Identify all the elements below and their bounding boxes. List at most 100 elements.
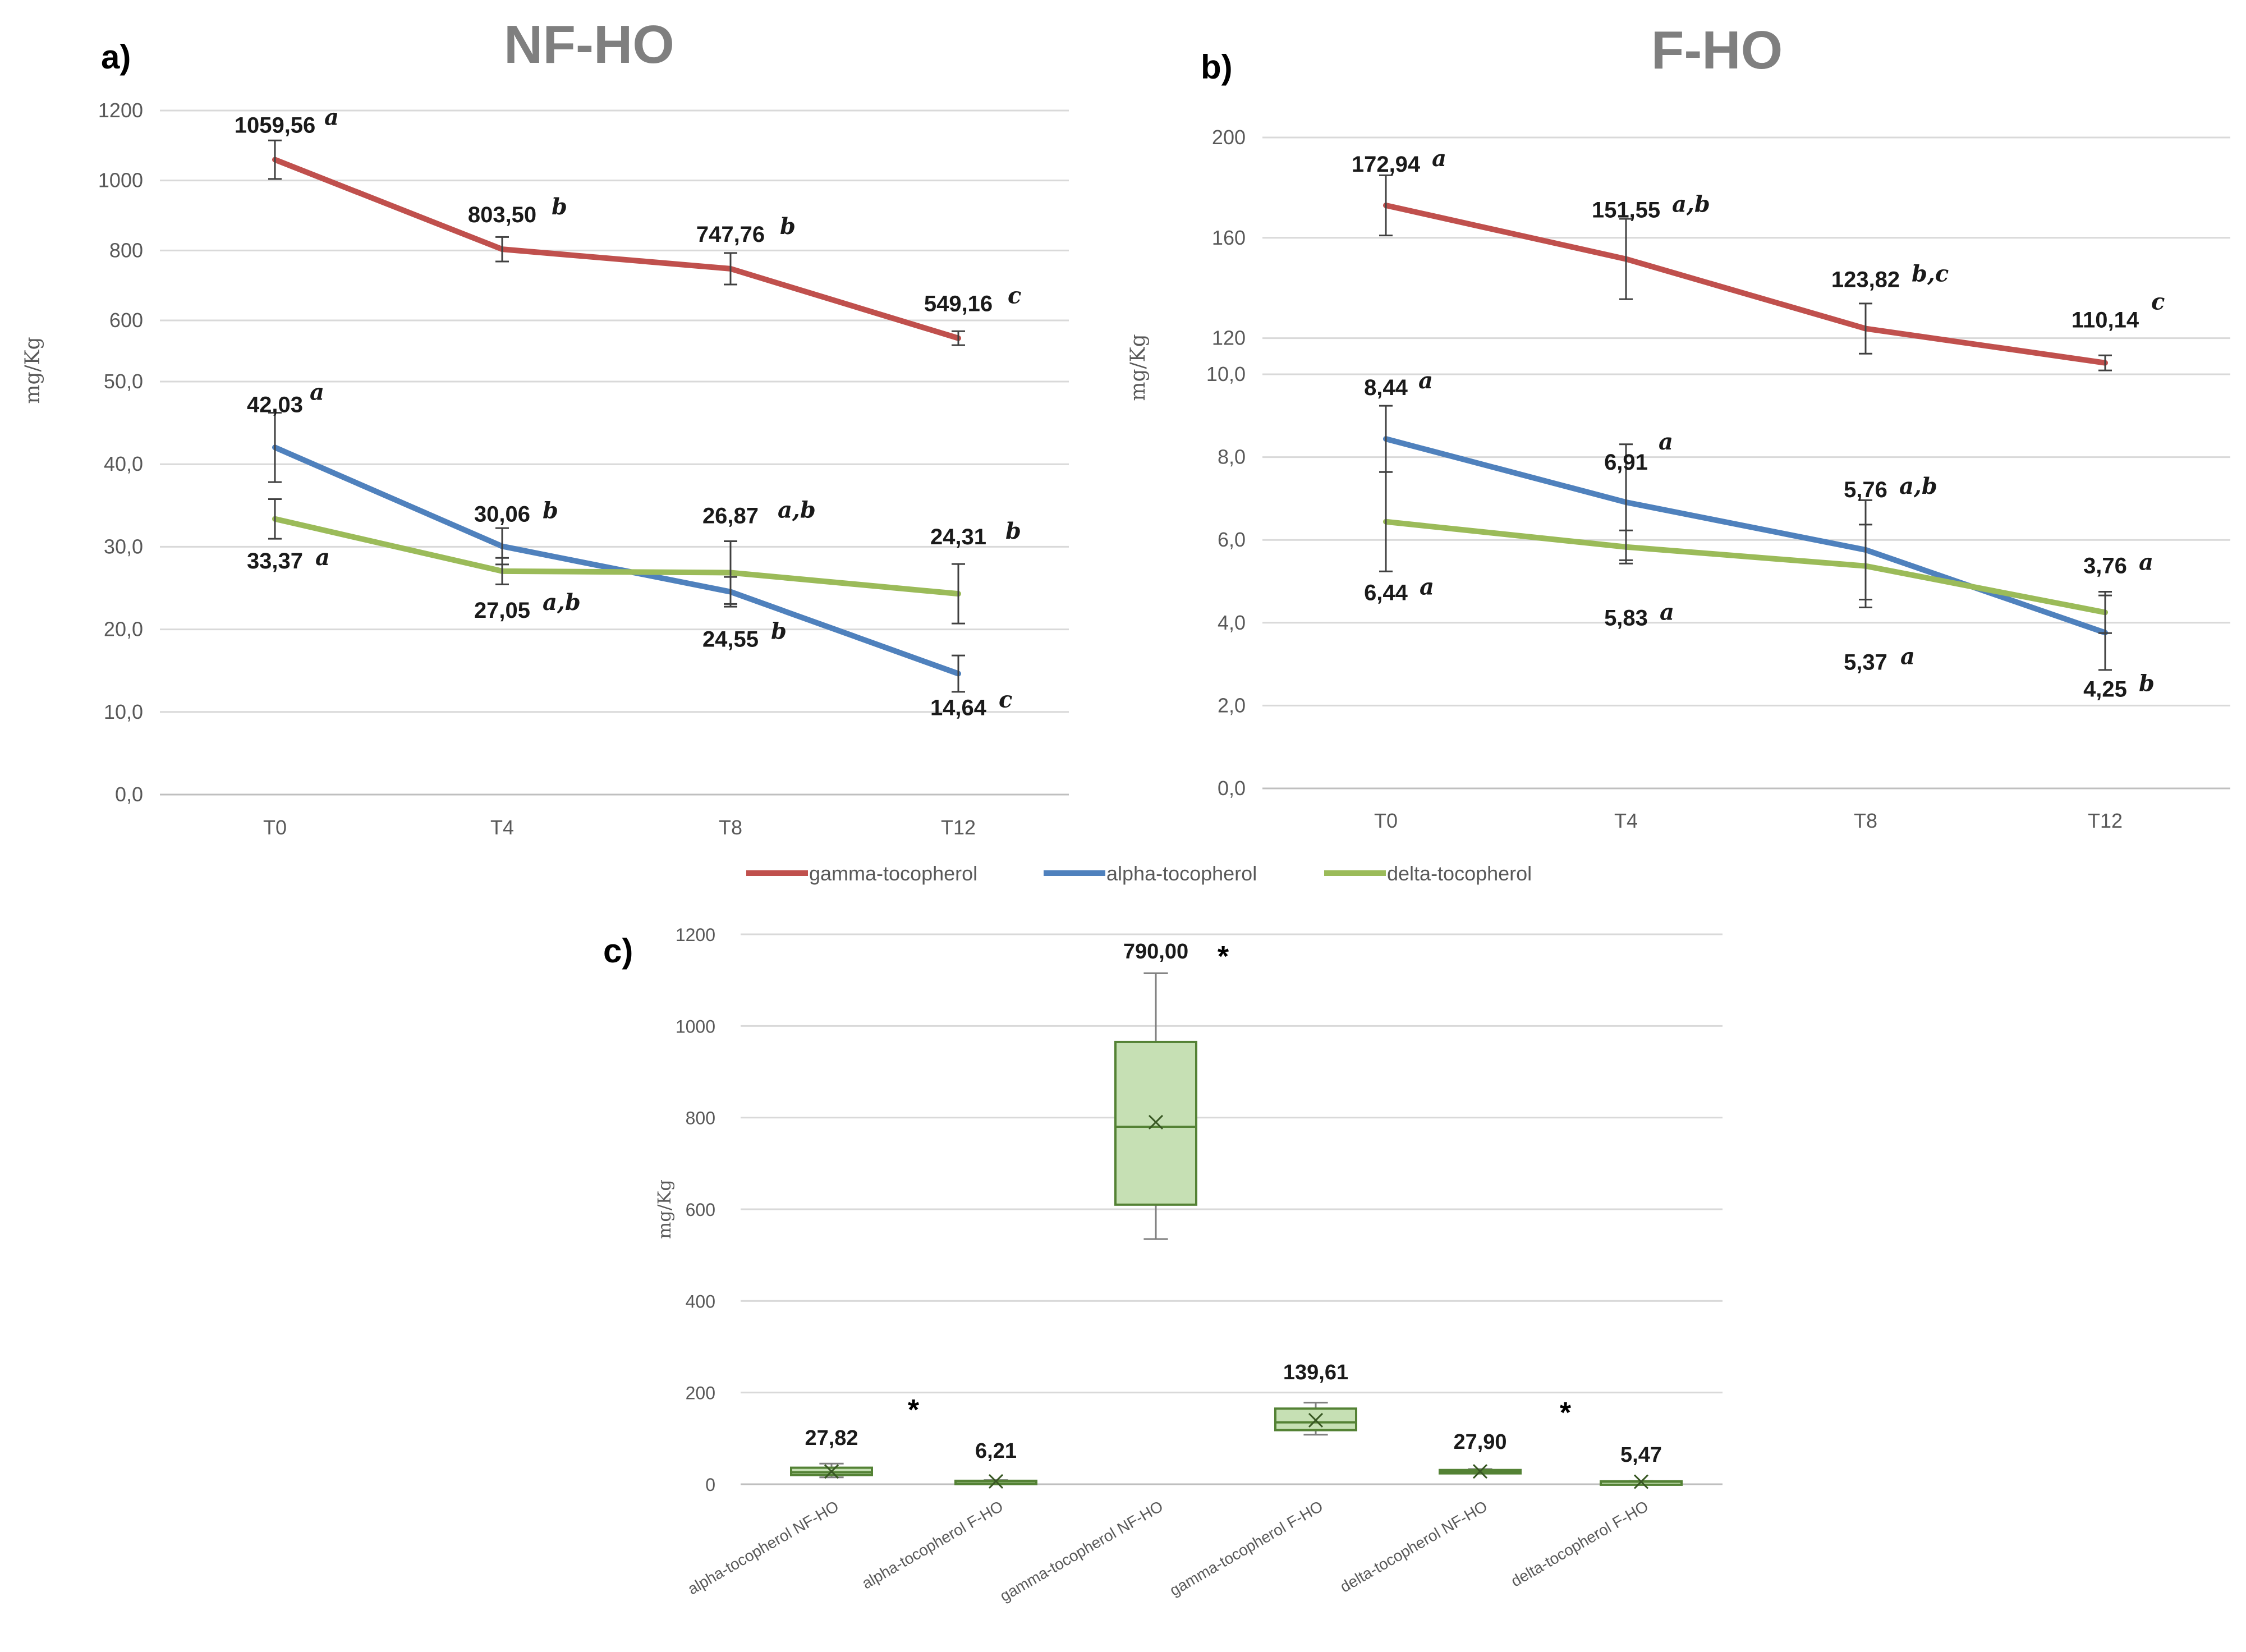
error-bar xyxy=(495,236,509,263)
lower-y-tick-label: 10,0 xyxy=(1206,362,1246,386)
box-value-label: 27,82 xyxy=(805,1426,858,1450)
legend-item-delta: delta-tocopherol xyxy=(1324,862,1532,885)
legend-label-gamma: gamma-tocopherol xyxy=(809,862,977,885)
lower-y-tick-label: 20,0 xyxy=(104,618,143,641)
panel-a-nf-ho: a) NF-HO mg/Kg 600 800 1000 1200 0,0 10,0 20,0… xyxy=(21,15,1069,839)
significance-letter: a xyxy=(310,379,324,405)
upper-y-tick-label: 1200 xyxy=(98,99,143,122)
upper-y-tick-label: 160 xyxy=(1212,226,1246,249)
significance-letter: b xyxy=(780,213,796,240)
error-bar xyxy=(2098,590,2112,634)
significance-letter: b xyxy=(552,194,567,220)
series-line-delta-tocopherol xyxy=(1383,518,2108,616)
significance-letter: c xyxy=(999,686,1012,713)
significance-letter: b xyxy=(1005,518,1021,544)
data-label: 110,14 xyxy=(2072,308,2139,333)
x-tick-label: T8 xyxy=(1854,809,1877,832)
panel-c-y-axis-label: mg/Kg xyxy=(654,1180,675,1239)
x-tick-label: gamma-tocopherol NF-HO xyxy=(997,1497,1166,1605)
significance-letter: c xyxy=(1008,283,1021,309)
data-label: 6,44 xyxy=(1364,581,1408,605)
panel-b-title: F-HO xyxy=(1651,20,1783,80)
legend-item-alpha: alpha-tocopherol xyxy=(1044,862,1257,885)
data-label: 33,37 xyxy=(247,549,303,573)
significance-letter: a xyxy=(1432,145,1446,172)
y-tick-label: 0 xyxy=(705,1475,715,1495)
box-3 xyxy=(1274,1402,1357,1436)
error-bar xyxy=(268,498,282,540)
significance-star: * xyxy=(908,1394,920,1426)
x-tick-label: T4 xyxy=(490,816,514,839)
lower-y-tick-label: 4,0 xyxy=(1218,611,1246,634)
error-bar xyxy=(724,252,737,286)
x-tick-label: delta-tocopherol F-HO xyxy=(1508,1497,1651,1590)
error-bar xyxy=(1619,529,1633,565)
significance-star: * xyxy=(1560,1397,1572,1429)
y-tick-label: 600 xyxy=(686,1200,715,1220)
x-tick-label: T8 xyxy=(719,816,742,839)
data-label: 549,16 xyxy=(924,292,993,316)
x-tick-label: T12 xyxy=(2088,809,2123,832)
error-bar xyxy=(952,563,965,625)
error-bar xyxy=(1619,218,1633,300)
box-gamma-nf-ho xyxy=(1114,972,1197,1240)
significance-letter: a,b xyxy=(1672,191,1710,218)
data-label: 1059,56 xyxy=(235,113,316,138)
legend-label-delta: delta-tocopherol xyxy=(1387,862,1532,885)
x-tick-label: T0 xyxy=(1374,809,1398,832)
significance-letter: a,b xyxy=(778,497,816,523)
data-label: 14,64 xyxy=(930,695,987,720)
significance-letter: a xyxy=(1659,429,1673,455)
error-bar xyxy=(1379,471,1393,572)
error-bar xyxy=(724,540,737,605)
significance-letter: a xyxy=(1420,574,1434,600)
significance-letter: a xyxy=(1900,644,1915,670)
error-bar xyxy=(1379,174,1393,237)
x-tick-label: T4 xyxy=(1614,809,1638,832)
data-label: 3,76 xyxy=(2083,554,2127,579)
error-bar xyxy=(2098,354,2112,371)
data-label: 26,87 xyxy=(702,503,759,528)
data-label: 30,06 xyxy=(474,502,530,527)
significance-letter: a xyxy=(2139,549,2153,576)
x-tick-label: delta-tocopherol NF-HO xyxy=(1337,1497,1490,1595)
data-label: 4,25 xyxy=(2083,677,2127,701)
data-label: 42,03 xyxy=(247,392,303,417)
data-label: 151,55 xyxy=(1592,198,1660,223)
box-value-label: 139,61 xyxy=(1283,1361,1348,1384)
box-1 xyxy=(954,1474,1037,1489)
lower-y-tick-label: 2,0 xyxy=(1218,694,1246,717)
significance-letter: a xyxy=(315,544,330,571)
error-bar xyxy=(952,654,965,693)
y-tick-label: 1000 xyxy=(676,1016,715,1036)
data-label: 747,76 xyxy=(696,222,765,247)
box-value-label: 5,47 xyxy=(1620,1443,1662,1467)
y-tick-label: 200 xyxy=(686,1383,715,1403)
y-tick-label: 1200 xyxy=(676,925,715,945)
error-bar xyxy=(1859,302,1872,355)
significance-letter: b xyxy=(2139,670,2155,696)
error-bar xyxy=(268,139,282,180)
box-4 xyxy=(1439,1464,1522,1479)
error-bar xyxy=(495,557,509,585)
significance-letter: a xyxy=(1418,368,1433,394)
data-label: 6,91 xyxy=(1604,450,1648,475)
significance-letter: a,b xyxy=(543,589,581,616)
lower-y-tick-label: 8,0 xyxy=(1218,446,1246,469)
significance-letter: a,b xyxy=(1899,473,1937,499)
panel-a-y-axis-label: mg/Kg xyxy=(21,337,44,403)
series-line-gamma-tocopherol xyxy=(1383,202,2108,366)
x-tick-label: T12 xyxy=(941,816,976,839)
error-bar xyxy=(268,411,282,483)
data-label: 24,31 xyxy=(930,525,986,549)
x-tick-label: gamma-tocopherol F-HO xyxy=(1166,1497,1326,1599)
upper-y-tick-label: 1000 xyxy=(98,169,143,192)
significance-letter: a xyxy=(1660,599,1674,626)
data-label: 5,37 xyxy=(1844,650,1887,675)
y-tick-label: 800 xyxy=(686,1108,715,1128)
upper-y-tick-label: 200 xyxy=(1212,126,1246,149)
upper-y-tick-label: 800 xyxy=(109,238,143,261)
data-label: 803,50 xyxy=(468,203,536,227)
significance-letter: c xyxy=(2151,289,2165,315)
series-line-delta-tocopherol xyxy=(272,516,961,597)
